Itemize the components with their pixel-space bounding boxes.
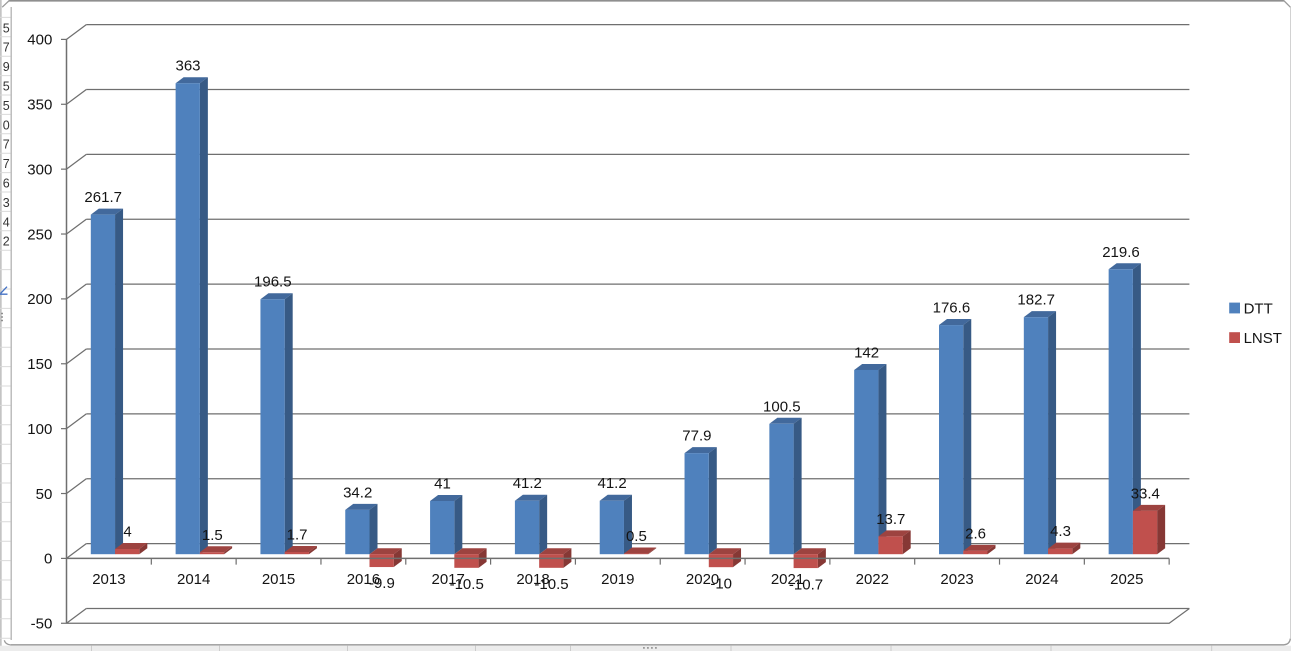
svg-text:200: 200 xyxy=(27,291,52,308)
svg-text:2021: 2021 xyxy=(771,571,804,588)
svg-text:6: 6 xyxy=(3,177,10,191)
svg-text:7: 7 xyxy=(3,138,10,152)
svg-text:261.7: 261.7 xyxy=(84,189,122,206)
svg-text:41.2: 41.2 xyxy=(597,475,626,492)
svg-text:3: 3 xyxy=(3,196,10,210)
svg-text:9: 9 xyxy=(3,60,10,74)
svg-text:2014: 2014 xyxy=(177,571,210,588)
svg-text:0.5: 0.5 xyxy=(626,528,647,545)
svg-text:LNST: LNST xyxy=(1244,330,1282,347)
svg-text:2015: 2015 xyxy=(262,571,295,588)
svg-text:34.2: 34.2 xyxy=(343,484,372,501)
svg-text:363: 363 xyxy=(175,58,200,75)
svg-text:300: 300 xyxy=(27,161,52,178)
svg-text:4.3: 4.3 xyxy=(1050,523,1071,540)
svg-text:41: 41 xyxy=(434,476,451,493)
svg-text:176.6: 176.6 xyxy=(933,300,971,317)
svg-text:7: 7 xyxy=(3,157,10,171)
svg-text:2020: 2020 xyxy=(686,571,719,588)
svg-text:350: 350 xyxy=(27,97,52,114)
svg-text:150: 150 xyxy=(27,356,52,373)
svg-text:0: 0 xyxy=(44,551,52,568)
svg-text:50: 50 xyxy=(36,486,53,503)
svg-text:DTT: DTT xyxy=(1244,300,1273,317)
svg-text:-10.7: -10.7 xyxy=(789,576,823,593)
svg-text:0: 0 xyxy=(3,118,10,132)
svg-text:2023: 2023 xyxy=(940,571,973,588)
svg-text:-50: -50 xyxy=(31,616,53,633)
svg-text:5: 5 xyxy=(3,80,10,94)
svg-text:-9.9: -9.9 xyxy=(369,575,395,592)
svg-text:2022: 2022 xyxy=(856,571,889,588)
svg-text:142: 142 xyxy=(854,345,879,362)
svg-text:2013: 2013 xyxy=(92,571,125,588)
svg-text:2018: 2018 xyxy=(516,571,549,588)
svg-text:400: 400 xyxy=(27,32,52,49)
svg-text:2025: 2025 xyxy=(1110,571,1143,588)
svg-text:4: 4 xyxy=(3,215,10,229)
svg-text:33.4: 33.4 xyxy=(1131,485,1160,502)
svg-text:219.6: 219.6 xyxy=(1102,244,1140,261)
svg-text:7: 7 xyxy=(3,41,10,55)
svg-text:-10.5: -10.5 xyxy=(534,576,568,593)
svg-text:2016: 2016 xyxy=(347,571,380,588)
svg-text:-10.5: -10.5 xyxy=(450,576,484,593)
svg-text:100: 100 xyxy=(27,421,52,438)
svg-text:2.6: 2.6 xyxy=(965,525,986,542)
svg-text:2019: 2019 xyxy=(601,571,634,588)
svg-text:1.7: 1.7 xyxy=(287,527,308,544)
svg-text:2017: 2017 xyxy=(432,571,465,588)
svg-text:2: 2 xyxy=(3,235,10,249)
svg-text:-10: -10 xyxy=(710,575,732,592)
svg-text:5: 5 xyxy=(3,99,10,113)
svg-text:182.7: 182.7 xyxy=(1017,292,1055,309)
svg-text:77.9: 77.9 xyxy=(682,428,711,445)
svg-text:13.7: 13.7 xyxy=(876,511,905,528)
svg-text:2024: 2024 xyxy=(1025,571,1058,588)
svg-text:250: 250 xyxy=(27,226,52,243)
svg-text:100.5: 100.5 xyxy=(763,398,801,415)
svg-text:5: 5 xyxy=(3,21,10,35)
svg-text:196.5: 196.5 xyxy=(254,274,292,291)
svg-text:1.5: 1.5 xyxy=(202,527,223,544)
svg-text:4: 4 xyxy=(123,524,131,541)
svg-text:41.2: 41.2 xyxy=(513,475,542,492)
